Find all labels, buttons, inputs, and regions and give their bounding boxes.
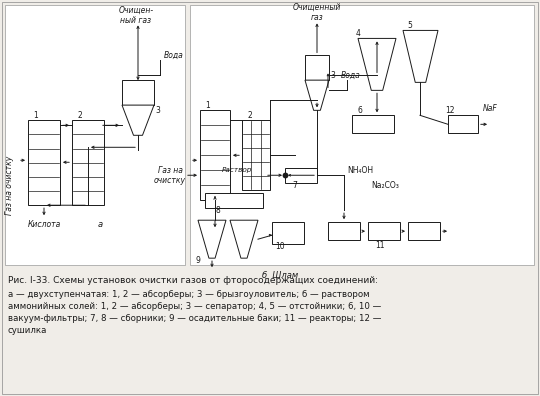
Text: Кислота: Кислота: [28, 220, 60, 229]
Polygon shape: [198, 220, 226, 258]
Bar: [72, 120, 104, 205]
Text: Газ на очистку: Газ на очистку: [5, 156, 15, 215]
Bar: [28, 120, 60, 205]
Text: аммонийных солей: 1, 2 — абсорберы; 3 — сепаратор; 4, 5 — отстойники; 6, 10 —: аммонийных солей: 1, 2 — абсорберы; 3 — …: [8, 302, 381, 311]
Text: 3: 3: [156, 106, 160, 115]
Text: 9: 9: [195, 256, 200, 265]
Text: а — двухступенчатая: 1, 2 — абсорберы; 3 — брызгоуловитель; б — раствором: а — двухступенчатая: 1, 2 — абсорберы; 3…: [8, 290, 369, 299]
Bar: [205, 193, 263, 208]
Text: 12: 12: [446, 106, 455, 115]
Text: сушилка: сушилка: [8, 326, 48, 335]
Text: 1: 1: [206, 101, 211, 110]
Text: 6: 6: [357, 106, 362, 115]
Text: 3: 3: [330, 71, 335, 80]
Text: 11: 11: [375, 241, 384, 249]
Text: 2: 2: [78, 111, 83, 120]
Text: 1: 1: [33, 111, 38, 120]
Polygon shape: [403, 30, 438, 82]
Bar: [408, 222, 440, 240]
Bar: [272, 222, 304, 244]
Bar: [242, 120, 270, 190]
Polygon shape: [230, 220, 258, 258]
Text: NaF: NaF: [483, 104, 497, 113]
Text: 7: 7: [293, 181, 298, 190]
Text: а: а: [97, 220, 103, 229]
Text: 5: 5: [408, 21, 413, 30]
Text: Очищен-
ный газ: Очищен- ный газ: [118, 6, 153, 25]
Text: Газ на
очистку: Газ на очистку: [154, 166, 186, 185]
Bar: [285, 168, 317, 183]
Text: Вода: Вода: [341, 71, 361, 80]
Text: 4: 4: [355, 29, 360, 38]
Text: вакуум-фильтры; 7, 8 — сборники; 9 — осадительные баки; 11 — реакторы; 12 —: вакуум-фильтры; 7, 8 — сборники; 9 — оса…: [8, 314, 381, 323]
Polygon shape: [122, 105, 154, 135]
Bar: [368, 222, 400, 240]
Bar: [352, 115, 394, 133]
Text: Очищенный
газ: Очищенный газ: [293, 3, 341, 22]
Polygon shape: [358, 38, 396, 90]
Bar: [305, 55, 329, 80]
Bar: [5, 6, 185, 265]
Text: 2: 2: [248, 111, 252, 120]
Bar: [190, 6, 534, 265]
Text: Na₂CO₃: Na₂CO₃: [371, 181, 399, 190]
Text: 10: 10: [275, 242, 285, 251]
Text: NH₄OH: NH₄OH: [347, 166, 373, 175]
Text: Раствор: Раствор: [221, 167, 252, 173]
Polygon shape: [305, 80, 329, 110]
Text: б  Шлам: б Шлам: [262, 270, 298, 280]
Text: Вода: Вода: [164, 51, 184, 60]
Text: Рис. I-33. Схемы установок очистки газов от фторосодержащих соединений:: Рис. I-33. Схемы установок очистки газов…: [8, 276, 378, 285]
Bar: [448, 115, 478, 133]
Bar: [328, 222, 360, 240]
Bar: [122, 80, 154, 105]
Text: 8: 8: [215, 206, 220, 215]
Bar: [200, 110, 230, 200]
